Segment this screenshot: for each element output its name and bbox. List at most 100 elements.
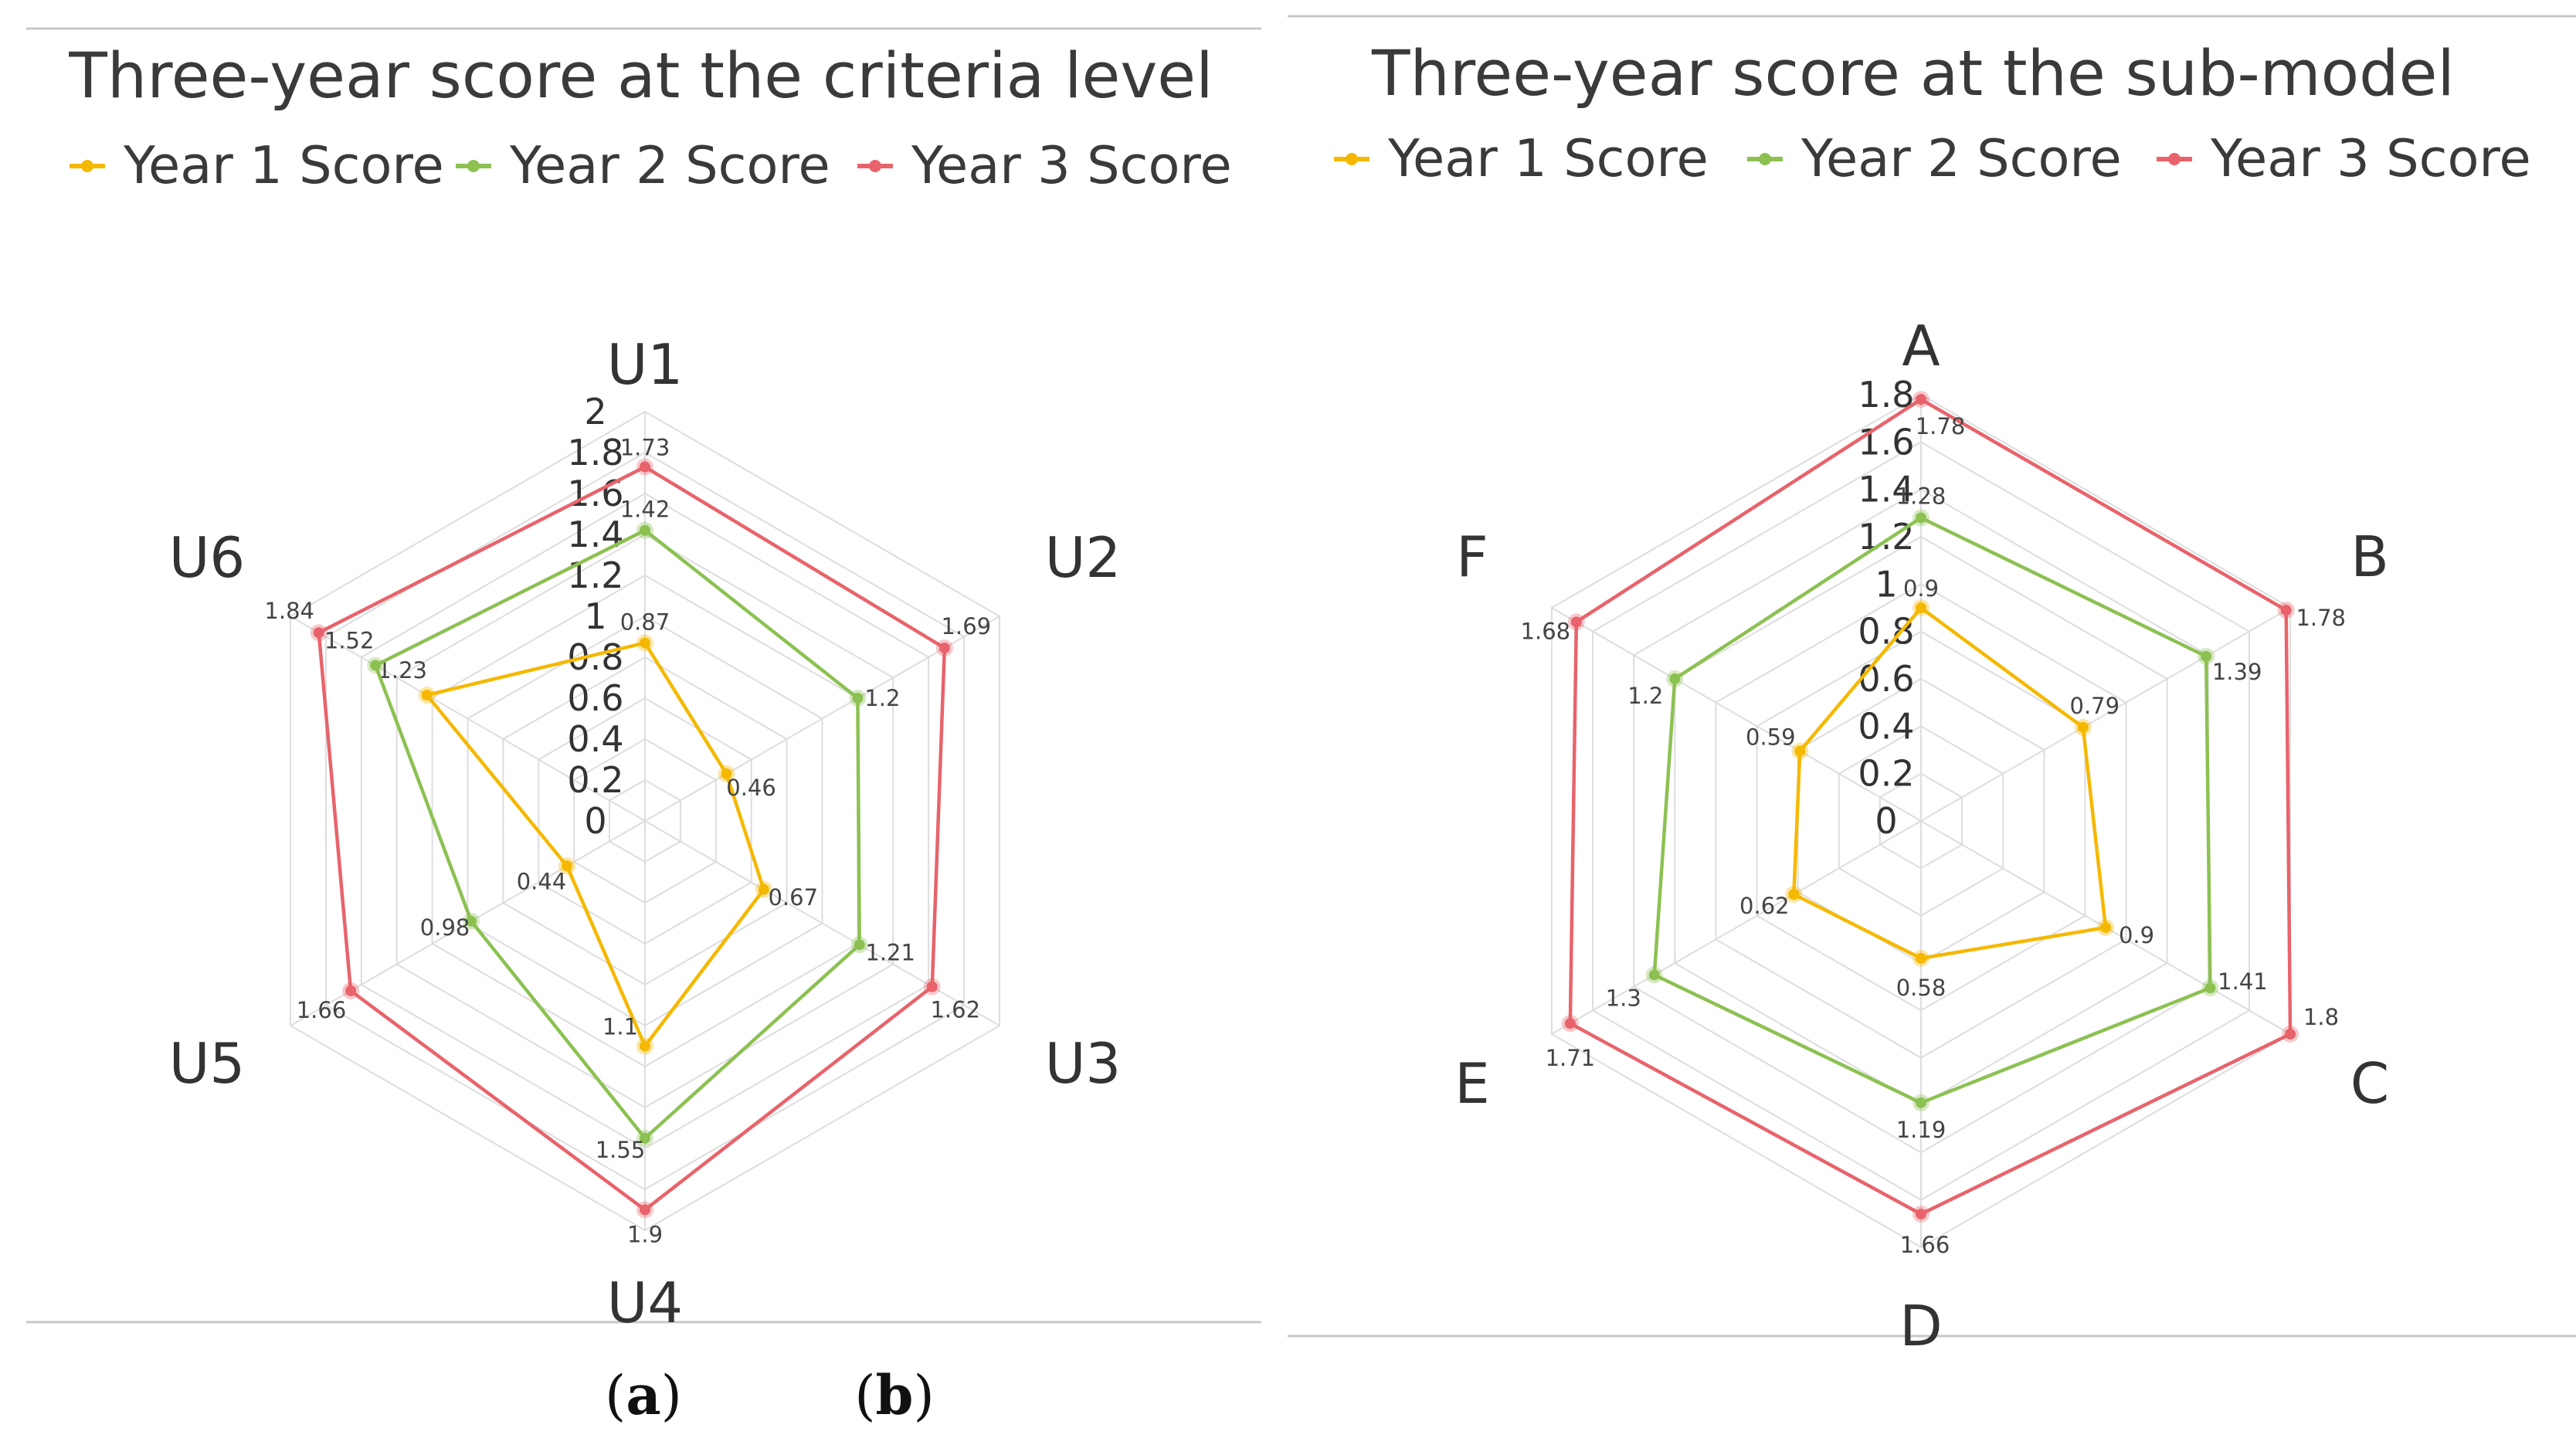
axis-label: C (2350, 1051, 2389, 1116)
data-point (1916, 512, 1926, 524)
legend-item: Year 3 Score (2157, 128, 2531, 188)
data-label: 0.67 (768, 884, 818, 911)
data-point (938, 643, 950, 654)
data-point (2077, 721, 2089, 733)
legend-item: Year 3 Score (857, 135, 1232, 195)
data-label: 1.42 (620, 497, 670, 523)
data-label: 1.19 (1896, 1117, 1946, 1143)
legend-label: Year 3 Score (911, 135, 1232, 195)
radial-tick-label: 1.4 (567, 514, 623, 555)
axis-label: D (1899, 1294, 1942, 1358)
radial-tick-label: 0.4 (567, 718, 623, 760)
grid-spoke (1920, 607, 2291, 822)
data-point (1916, 952, 1926, 964)
radial-tick-label: 2 (584, 391, 606, 432)
data-point (854, 939, 865, 951)
data-point (640, 1132, 650, 1144)
data-point (1916, 394, 1926, 405)
data-label: 1.71 (1546, 1045, 1596, 1071)
data-point (640, 461, 650, 473)
data-label: 0.62 (1739, 893, 1790, 919)
data-point (1788, 889, 1800, 900)
radial-tick-label: 0.2 (1858, 753, 1914, 795)
axis-label: U6 (169, 525, 246, 590)
data-label: 1.69 (942, 613, 992, 639)
data-label: 1.9 (627, 1222, 663, 1248)
caption-letter: a (626, 1363, 661, 1427)
data-label: 1.39 (2212, 659, 2262, 685)
legend-marker (1759, 153, 1771, 165)
grid-spoke (644, 820, 1000, 1026)
chart-title: Three-year score at the criteria level (68, 40, 1213, 113)
axis-label: F (1456, 524, 1488, 589)
data-point (1916, 1097, 1926, 1108)
grid-spoke (1551, 820, 1922, 1035)
caption-open: ( (605, 1364, 626, 1427)
radial-tick-label: 1.4 (1858, 469, 1914, 510)
data-point (2204, 982, 2216, 994)
data-point (1564, 1018, 1576, 1029)
data-label: 0.98 (420, 914, 470, 941)
data-point (345, 985, 357, 996)
axis-label: A (1902, 314, 1940, 378)
radial-tick-label: 1.8 (567, 432, 623, 473)
radar-chart-criteria-panel: Three-year score at the criteria level Ye… (26, 27, 1261, 1335)
data-label: 0.46 (726, 775, 776, 801)
data-point (1648, 969, 1660, 981)
data-label: 1.21 (865, 939, 915, 965)
radial-tick-label: 1 (1875, 563, 1897, 605)
data-label: 1.3 (1606, 985, 1641, 1011)
legend-label: Year 2 Score (1800, 128, 2122, 188)
legend-label: Year 1 Score (1387, 128, 1709, 188)
data-label: 1.1 (602, 1014, 638, 1040)
data-point (1570, 616, 1582, 628)
radial-tick-label: 0.2 (567, 759, 623, 801)
data-label: 0.44 (517, 868, 567, 894)
data-point (852, 693, 864, 704)
legend-item: Year 1 Score (1334, 128, 1709, 188)
data-point (421, 690, 433, 701)
radial-tick-label: 0.4 (1858, 705, 1914, 747)
data-label: 0.87 (620, 609, 670, 635)
data-point (466, 915, 477, 927)
caption-b: (b) (779, 1363, 1010, 1427)
radial-tick-label: 0 (584, 800, 606, 842)
data-point (562, 860, 573, 872)
data-point (640, 1040, 650, 1052)
radial-tick-label: 0 (1875, 800, 1897, 842)
data-point (640, 524, 650, 536)
data-label: 1.52 (324, 628, 375, 654)
radar-chart-submodel: Three-year score at the sub-model Year 1 … (1288, 15, 2576, 1358)
data-label: 0.9 (2119, 922, 2154, 948)
radial-tick-label: 1.6 (1858, 421, 1914, 463)
data-point (1916, 602, 1926, 613)
data-point (370, 660, 382, 671)
data-label: 1.2 (1627, 683, 1663, 709)
legend-marker (81, 160, 93, 172)
axis-label: U4 (607, 1270, 684, 1335)
data-label: 1.73 (620, 435, 670, 461)
data-point (640, 1204, 650, 1216)
data-point (2201, 650, 2212, 662)
data-label: 1.84 (264, 598, 314, 624)
legend-marker (869, 160, 881, 172)
data-point (2100, 922, 2112, 933)
data-label: 0.79 (2070, 693, 2120, 719)
radial-tick-label: 1.2 (567, 555, 623, 596)
caption-close: ) (660, 1364, 682, 1427)
data-point (640, 637, 650, 649)
legend-marker (467, 160, 480, 172)
data-label: 0.58 (1896, 975, 1946, 1001)
grid-spoke (290, 616, 646, 822)
axis-label: U5 (169, 1031, 246, 1096)
legend-item: Year 2 Score (456, 135, 830, 195)
data-label: 0.59 (1746, 724, 1796, 751)
data-point (926, 981, 938, 992)
data-point (2280, 605, 2292, 616)
radial-tick-label: 0.8 (1858, 611, 1914, 653)
caption-a: (a) (528, 1363, 759, 1427)
axis-label: U1 (607, 332, 684, 397)
axis-label: U2 (1045, 525, 1122, 590)
data-label: 1.28 (1896, 483, 1946, 509)
legend-label: Year 3 Score (2210, 128, 2531, 188)
